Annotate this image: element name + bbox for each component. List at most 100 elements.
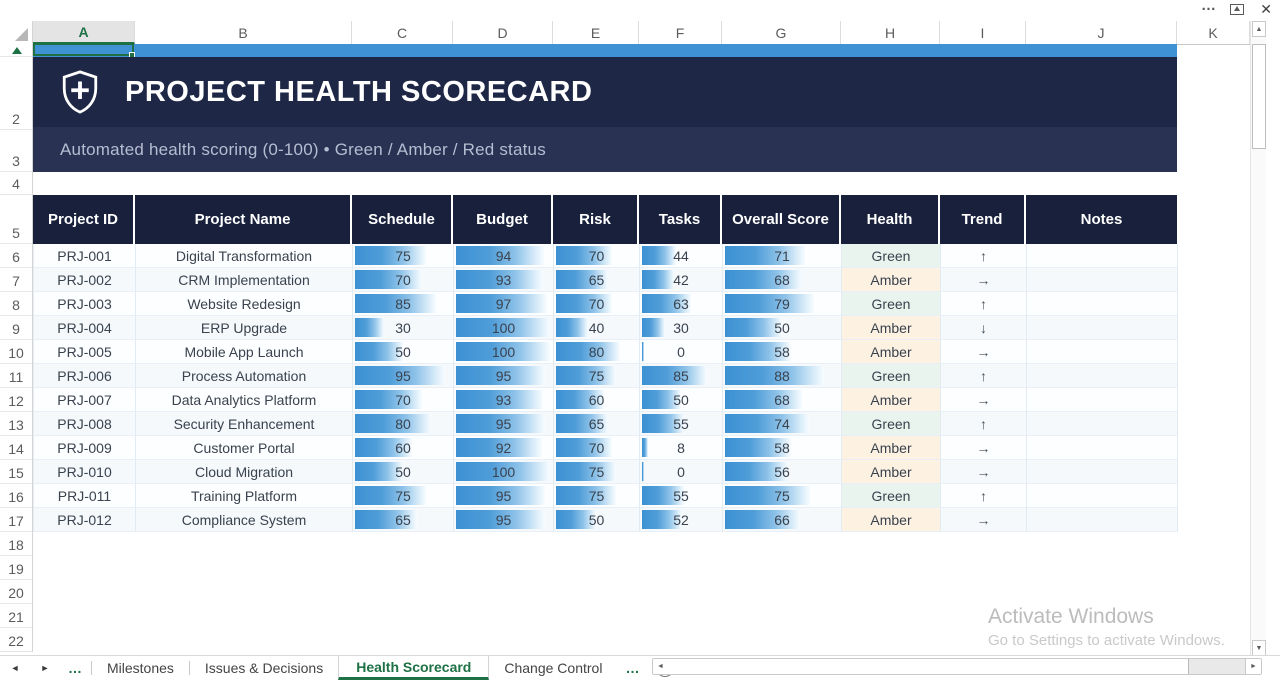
cell-project-id[interactable]: PRJ-004 xyxy=(34,316,136,340)
cell-tasks[interactable]: 8 xyxy=(640,436,723,460)
cell-budget[interactable]: 94 xyxy=(454,244,554,268)
cell-trend[interactable]: ↑ xyxy=(941,364,1027,388)
banner-subtitle-row[interactable]: Automated health scoring (0-100) • Green… xyxy=(33,127,1177,172)
row-header-16[interactable]: 16 xyxy=(0,484,32,508)
cell-health[interactable]: Amber xyxy=(842,388,941,412)
sheet-tab-change-control[interactable]: Change Control xyxy=(504,660,603,676)
table-column-header[interactable]: Project ID xyxy=(33,195,135,244)
cell-risk[interactable]: 75 xyxy=(554,364,640,388)
cell-project-id[interactable]: PRJ-010 xyxy=(34,460,136,484)
row-header-12[interactable]: 12 xyxy=(0,388,32,412)
cell-health[interactable]: Amber xyxy=(842,316,941,340)
cell-overall-score[interactable]: 56 xyxy=(723,460,842,484)
cell-budget[interactable]: 100 xyxy=(454,460,554,484)
cell-notes[interactable] xyxy=(1027,388,1178,412)
cell-project-name[interactable]: Customer Portal xyxy=(136,436,353,460)
cell-risk[interactable]: 65 xyxy=(554,412,640,436)
cell-schedule[interactable]: 95 xyxy=(353,364,454,388)
row-header-5[interactable]: 5 xyxy=(0,195,32,244)
cell-tasks[interactable]: 0 xyxy=(640,460,723,484)
cell-project-id[interactable]: PRJ-007 xyxy=(34,388,136,412)
vertical-scroll-thumb[interactable] xyxy=(1252,44,1266,149)
cell-tasks[interactable]: 52 xyxy=(640,508,723,532)
cell-risk[interactable]: 65 xyxy=(554,268,640,292)
cell-project-id[interactable]: PRJ-009 xyxy=(34,436,136,460)
row-header-9[interactable]: 9 xyxy=(0,316,32,340)
cell-project-name[interactable]: Security Enhancement xyxy=(136,412,353,436)
horizontal-scrollbar[interactable]: ◄ ► xyxy=(652,658,1262,675)
cell-schedule[interactable]: 85 xyxy=(353,292,454,316)
cell-project-name[interactable]: Cloud Migration xyxy=(136,460,353,484)
cell-schedule[interactable]: 70 xyxy=(353,388,454,412)
cell-risk[interactable]: 40 xyxy=(554,316,640,340)
row-header-11[interactable]: 11 xyxy=(0,364,32,388)
cell-health[interactable]: Amber xyxy=(842,436,941,460)
row-header-8[interactable]: 8 xyxy=(0,292,32,316)
tab-overflow-left[interactable]: … xyxy=(68,660,83,676)
cell-health[interactable]: Amber xyxy=(842,268,941,292)
cell-trend[interactable]: → xyxy=(941,508,1027,532)
cell-project-name[interactable]: CRM Implementation xyxy=(136,268,353,292)
cell-health[interactable]: Amber xyxy=(842,340,941,364)
row-header-22[interactable]: 22 xyxy=(0,628,32,652)
cell-tasks[interactable]: 0 xyxy=(640,340,723,364)
scroll-up-icon[interactable]: ▲ xyxy=(1252,21,1266,37)
column-header-A[interactable]: A xyxy=(33,21,135,44)
cell-tasks[interactable]: 30 xyxy=(640,316,723,340)
cell-health[interactable]: Amber xyxy=(842,508,941,532)
cell-project-id[interactable]: PRJ-005 xyxy=(34,340,136,364)
cell-budget[interactable]: 97 xyxy=(454,292,554,316)
cell-project-id[interactable]: PRJ-011 xyxy=(34,484,136,508)
cell-overall-score[interactable]: 74 xyxy=(723,412,842,436)
selected-cell-a1[interactable] xyxy=(33,43,134,56)
horizontal-scroll-thumb[interactable] xyxy=(668,659,1189,674)
cell-tasks[interactable]: 85 xyxy=(640,364,723,388)
cell-risk[interactable]: 70 xyxy=(554,292,640,316)
tab-overflow-right[interactable]: … xyxy=(625,660,641,676)
row-header-7[interactable]: 7 xyxy=(0,268,32,292)
cell-notes[interactable] xyxy=(1027,412,1178,436)
cell-schedule[interactable]: 50 xyxy=(353,340,454,364)
cell-budget[interactable]: 95 xyxy=(454,484,554,508)
cell-schedule[interactable]: 50 xyxy=(353,460,454,484)
row-header-1[interactable] xyxy=(0,44,32,57)
cell-trend[interactable]: ↑ xyxy=(941,292,1027,316)
cell-project-id[interactable]: PRJ-002 xyxy=(34,268,136,292)
cell-tasks[interactable]: 44 xyxy=(640,244,723,268)
cell-overall-score[interactable]: 88 xyxy=(723,364,842,388)
cell-project-name[interactable]: Digital Transformation xyxy=(136,244,353,268)
cell-schedule[interactable]: 70 xyxy=(353,268,454,292)
cell-notes[interactable] xyxy=(1027,316,1178,340)
tab-nav-right-icon[interactable]: ► xyxy=(40,663,50,673)
cell-trend[interactable]: ↑ xyxy=(941,244,1027,268)
row-header-19[interactable]: 19 xyxy=(0,556,32,580)
cell-notes[interactable] xyxy=(1027,508,1178,532)
cell-overall-score[interactable]: 68 xyxy=(723,388,842,412)
cell-budget[interactable]: 100 xyxy=(454,316,554,340)
column-header-H[interactable]: H xyxy=(841,21,940,44)
cell-health[interactable]: Green xyxy=(842,244,941,268)
cell-trend[interactable]: → xyxy=(941,388,1027,412)
cell-project-name[interactable]: Compliance System xyxy=(136,508,353,532)
cell-trend[interactable]: ↓ xyxy=(941,316,1027,340)
cell-health[interactable]: Green xyxy=(842,364,941,388)
cell-trend[interactable]: → xyxy=(941,340,1027,364)
column-header-I[interactable]: I xyxy=(940,21,1026,44)
cell-trend[interactable]: ↑ xyxy=(941,412,1027,436)
table-column-header[interactable]: Tasks xyxy=(639,195,722,244)
cell-notes[interactable] xyxy=(1027,484,1178,508)
cell-schedule[interactable]: 80 xyxy=(353,412,454,436)
banner[interactable]: PROJECT HEALTH SCORECARD xyxy=(33,57,1177,127)
row-header-20[interactable]: 20 xyxy=(0,580,32,604)
cell-budget[interactable]: 95 xyxy=(454,364,554,388)
table-column-header[interactable]: Notes xyxy=(1080,211,1123,228)
vertical-scrollbar[interactable]: ▲ ▼ xyxy=(1250,21,1266,656)
row-header-3[interactable]: 3 xyxy=(0,130,32,172)
cell-health[interactable]: Green xyxy=(842,412,941,436)
column-header-C[interactable]: C xyxy=(352,21,453,44)
cell-notes[interactable] xyxy=(1027,292,1178,316)
cell-trend[interactable]: → xyxy=(941,268,1027,292)
tab-nav-left-icon[interactable]: ◄ xyxy=(10,663,20,673)
cell-project-id[interactable]: PRJ-003 xyxy=(34,292,136,316)
cell-trend[interactable]: → xyxy=(941,436,1027,460)
